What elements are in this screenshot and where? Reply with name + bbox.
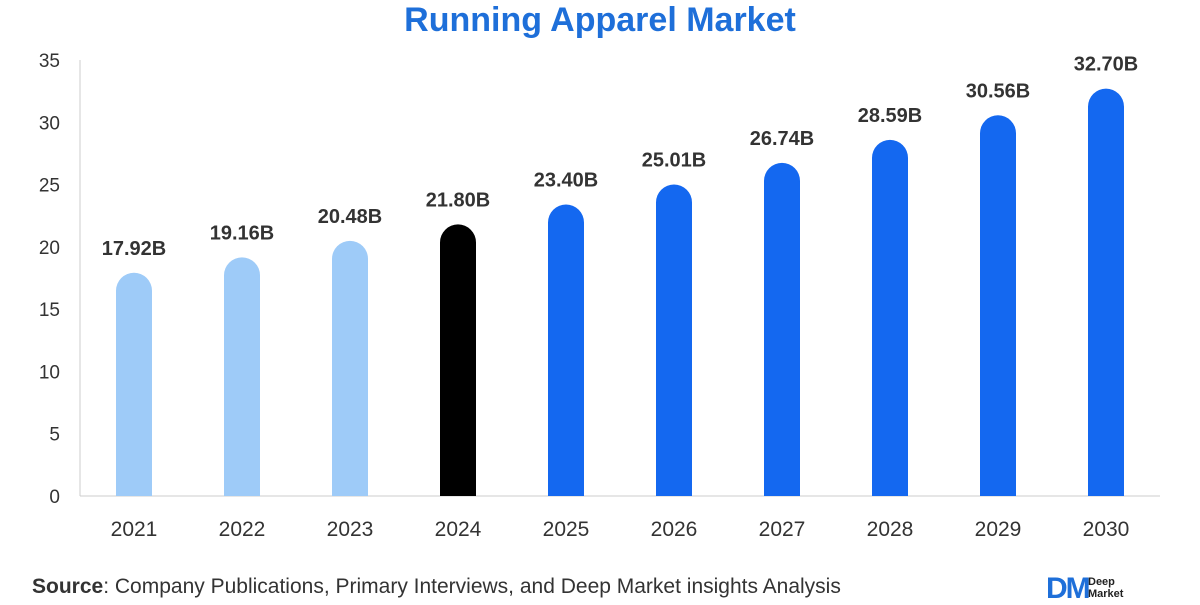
- bar-2026: [656, 184, 692, 497]
- x-tick-label-2029: 2029: [975, 518, 1022, 541]
- data-label-2030: 32.70B: [1074, 54, 1139, 76]
- bar-2028: [872, 139, 908, 496]
- data-label-2023: 20.48B: [318, 206, 383, 228]
- x-tick-label-2027: 2027: [759, 518, 806, 541]
- logo-text-line1: Deep: [1088, 576, 1115, 588]
- bar-2025: [548, 204, 584, 496]
- y-tick-label: 25: [39, 176, 60, 197]
- x-tick-label-2021: 2021: [111, 518, 158, 541]
- x-tick-label-2023: 2023: [327, 518, 374, 541]
- bar-2021: [116, 272, 152, 496]
- logo-mark: DM: [1046, 572, 1091, 605]
- y-tick-label: 5: [49, 425, 60, 446]
- bar-2029: [980, 115, 1016, 497]
- chart-title: Running Apparel Market: [404, 1, 796, 39]
- bar-2027: [764, 162, 800, 496]
- x-tick-label-2024: 2024: [435, 518, 482, 541]
- x-tick-label-2025: 2025: [543, 518, 590, 541]
- data-label-2029: 30.56B: [966, 80, 1031, 102]
- x-tick-labels: 2021 2022 2023 2024 2025 2026 2027 2028 2029 2030: [111, 518, 1130, 541]
- x-tick-label-2022: 2022: [219, 518, 266, 541]
- bars: [116, 88, 1124, 497]
- x-tick-label-2030: 2030: [1083, 518, 1130, 541]
- y-tick-label: 10: [39, 362, 60, 383]
- data-label-2024: 21.80B: [426, 189, 491, 211]
- data-label-2028: 28.59B: [858, 105, 923, 127]
- data-labels: 17.92B 19.16B 20.48B 21.80B 23.40B 25.01B 26.7…: [102, 54, 1139, 260]
- y-tick-label: 35: [39, 51, 60, 72]
- x-tick-label-2026: 2026: [651, 518, 698, 541]
- y-tick-label: 0: [49, 487, 60, 508]
- source-label: Source: [32, 575, 104, 598]
- source-note: Source: Company Publications, Primary In…: [32, 575, 841, 599]
- company-logo: DM Deep Market: [1046, 574, 1166, 604]
- y-tick-label: 30: [39, 113, 60, 134]
- y-tick-label: 20: [39, 238, 60, 259]
- y-tick-labels: 0 5 10 15 20 25 30 35: [39, 51, 60, 508]
- logo-text: Deep Market: [1088, 576, 1123, 600]
- data-label-2027: 26.74B: [750, 128, 815, 150]
- data-label-2022: 19.16B: [210, 222, 275, 244]
- bar-2023: [332, 240, 368, 496]
- x-tick-label-2028: 2028: [867, 518, 914, 541]
- bar-2024: [440, 224, 476, 496]
- bar-2030: [1088, 88, 1124, 496]
- data-label-2025: 23.40B: [534, 170, 599, 192]
- source-text: : Company Publications, Primary Intervie…: [103, 575, 841, 598]
- bar-2022: [224, 257, 260, 496]
- logo-text-line2: Market: [1088, 588, 1124, 600]
- data-label-2021: 17.92B: [102, 238, 167, 260]
- data-label-2026: 25.01B: [642, 149, 707, 171]
- y-tick-label: 15: [39, 300, 60, 321]
